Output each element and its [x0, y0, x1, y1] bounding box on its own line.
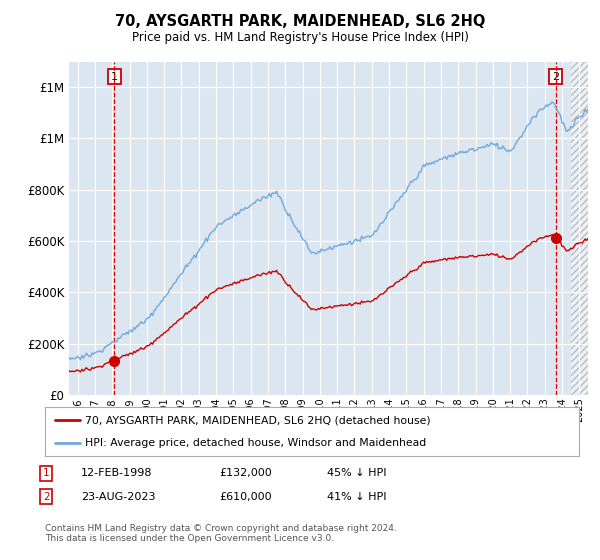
Text: HPI: Average price, detached house, Windsor and Maidenhead: HPI: Average price, detached house, Wind…: [85, 438, 426, 448]
Text: Contains HM Land Registry data © Crown copyright and database right 2024.
This d: Contains HM Land Registry data © Crown c…: [45, 524, 397, 543]
Text: 23-AUG-2023: 23-AUG-2023: [81, 492, 155, 502]
Text: 2: 2: [552, 72, 559, 82]
Text: 1: 1: [111, 72, 118, 82]
Bar: [571, 62, 588, 395]
Text: 70, AYSGARTH PARK, MAIDENHEAD, SL6 2HQ: 70, AYSGARTH PARK, MAIDENHEAD, SL6 2HQ: [115, 14, 485, 29]
Text: £610,000: £610,000: [219, 492, 272, 502]
Text: 45% ↓ HPI: 45% ↓ HPI: [327, 468, 386, 478]
Text: 12-FEB-1998: 12-FEB-1998: [81, 468, 152, 478]
Text: Price paid vs. HM Land Registry's House Price Index (HPI): Price paid vs. HM Land Registry's House …: [131, 31, 469, 44]
Text: 2: 2: [43, 492, 50, 502]
Text: 70, AYSGARTH PARK, MAIDENHEAD, SL6 2HQ (detached house): 70, AYSGARTH PARK, MAIDENHEAD, SL6 2HQ (…: [85, 416, 431, 426]
Text: 41% ↓ HPI: 41% ↓ HPI: [327, 492, 386, 502]
Text: 1: 1: [43, 468, 50, 478]
Bar: [571, 62, 588, 395]
Text: £132,000: £132,000: [219, 468, 272, 478]
